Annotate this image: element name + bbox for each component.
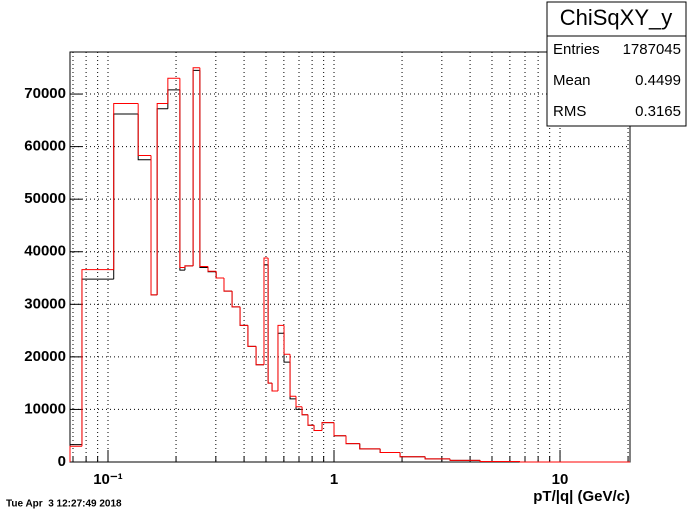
x-axis-label: pT/|q| (GeV/c) [533, 488, 630, 505]
y-tick-label: 70000 [24, 85, 66, 102]
histogram-bin [295, 396, 303, 408]
histogram-bin [267, 258, 273, 384]
histogram-bin [271, 383, 278, 392]
histogram-bin [192, 69, 200, 266]
histogram-bin [333, 422, 347, 437]
histogram-bin [255, 346, 264, 366]
histogram-bin [81, 269, 114, 447]
histogram-bin [199, 67, 209, 267]
stats-title: ChiSqXY_y [560, 5, 673, 30]
histogram-bin [479, 460, 520, 462]
histogram-bin [150, 159, 158, 296]
stats-label: Mean [553, 72, 591, 89]
histogram-bin [267, 264, 273, 384]
timestamp: Tue Apr 3 12:27:49 2018 [6, 499, 122, 510]
histogram-bin [321, 422, 335, 431]
histogram-bin [379, 448, 401, 454]
x-tick-label: 1 [330, 471, 338, 488]
histogram-bin [156, 108, 168, 295]
plot-frame [69, 51, 631, 463]
stats-value: 1787045 [623, 41, 681, 58]
histogram-bin [333, 422, 347, 437]
histogram-bin [247, 325, 257, 347]
histogram-bin [255, 346, 264, 366]
y-tick-label: 0 [58, 453, 66, 470]
histogram-bin [271, 383, 278, 392]
histogram-bin [167, 77, 180, 104]
y-tick-label: 10000 [24, 400, 66, 417]
histogram-bin [379, 448, 401, 454]
histogram-bin [184, 265, 194, 271]
histogram-bin [519, 461, 630, 463]
histogram-bin [69, 444, 82, 462]
histogram-bin [359, 443, 381, 450]
histogram-bin [239, 306, 248, 326]
histogram-bin [137, 114, 152, 161]
histogram-bin [199, 70, 209, 269]
histogram-bin [313, 425, 323, 431]
histogram-bin [301, 409, 308, 416]
histogram-bin [283, 333, 291, 363]
histogram-bin [301, 406, 308, 416]
stats-label: RMS [553, 103, 586, 120]
histogram-bin [69, 445, 82, 462]
histogram-bin [192, 67, 200, 266]
y-tick-label: 30000 [24, 295, 66, 312]
histogram-bin [179, 78, 185, 269]
histogram-bin [283, 325, 291, 355]
histogram-bin [277, 324, 285, 392]
histogram-bin [263, 257, 269, 365]
histogram-bin [231, 291, 241, 308]
y-tick-label: 20000 [24, 348, 66, 365]
histogram-bin [167, 89, 180, 109]
histogram-bin [207, 266, 217, 272]
histogram-bin [449, 458, 481, 461]
histogram-bin [223, 278, 233, 292]
histogram-bin [215, 271, 224, 279]
stats-frame [546, 1, 687, 127]
histogram-bin [277, 332, 285, 392]
histogram-bin [345, 435, 360, 445]
y-tick-label: 60000 [24, 138, 66, 155]
x-tick-label: 10⁻¹ [93, 471, 123, 488]
y-tick-label: 40000 [24, 243, 66, 260]
stats-label: Entries [553, 41, 600, 58]
histogram-bin [321, 422, 335, 431]
histogram-bin [289, 362, 297, 400]
histogram-bin [424, 456, 451, 460]
histogram-bin [359, 443, 381, 450]
histogram-bin [399, 452, 426, 458]
histogram-bin [263, 264, 269, 365]
stats-value: 0.3165 [635, 103, 681, 120]
histogram-bin [113, 103, 139, 270]
histogram-bin [307, 414, 315, 426]
histogram-bin [399, 452, 426, 458]
histogram-bin [150, 155, 158, 296]
histogram-bin [156, 103, 168, 295]
histogram-bin [307, 414, 315, 426]
histogram-bin [313, 425, 323, 431]
histogram-bin [179, 89, 185, 271]
histogram-bin [215, 271, 224, 279]
histogram-bin [113, 113, 139, 280]
x-tick-label: 10 [552, 471, 569, 488]
histogram-bin [223, 278, 233, 292]
y-tick-label: 50000 [24, 190, 66, 207]
stats-box: ChiSqXY_y Entries 1787045 Mean 0.4499 RMS 0.3… [546, 1, 687, 127]
histogram-bin [184, 265, 194, 268]
histogram-bin [137, 103, 152, 157]
histogram-bin [247, 325, 257, 347]
histogram-bin [345, 435, 360, 445]
stats-value: 0.4499 [635, 72, 681, 89]
histogram-bin [289, 354, 297, 397]
